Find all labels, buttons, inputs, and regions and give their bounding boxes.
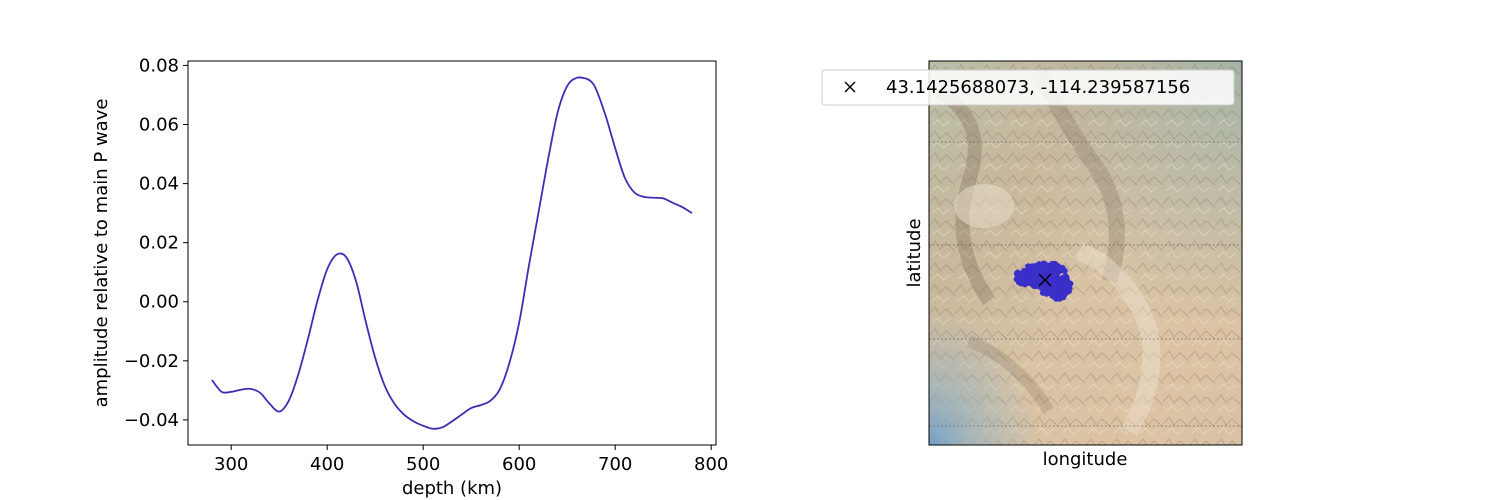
station-point bbox=[1032, 269, 1039, 276]
x-axis-ticks: 300 400 500 600 700 800 bbox=[214, 445, 728, 475]
depth-amplitude-chart: −0.04 −0.02 0.00 0.02 0.04 0.06 0.08 300 400 500… bbox=[124, 55, 729, 475]
station-point bbox=[1013, 270, 1020, 277]
station-point bbox=[1061, 274, 1068, 281]
legend-entry-label: 43.1425688073, -114.239587156 bbox=[886, 77, 1190, 98]
legend-box bbox=[821, 69, 1235, 106]
left-y-axis-label: amplitude relative to main P wave bbox=[91, 99, 112, 408]
station-point bbox=[1021, 281, 1028, 288]
y-tick-label: 0.08 bbox=[139, 55, 179, 76]
x-tick-label: 500 bbox=[406, 454, 440, 475]
station-point bbox=[1036, 261, 1043, 268]
station-point bbox=[1055, 293, 1062, 300]
y-tick-label: 0.04 bbox=[139, 174, 179, 195]
shaded-relief-basemap bbox=[929, 61, 1242, 445]
y-tick-label: 0.06 bbox=[139, 115, 179, 136]
x-tick-label: 800 bbox=[694, 454, 728, 475]
legend-x-marker-icon bbox=[844, 81, 856, 93]
y-axis-ticks: −0.04 −0.02 0.00 0.02 0.04 0.06 0.08 bbox=[124, 55, 188, 431]
station-point bbox=[1015, 276, 1022, 283]
marked-location-x bbox=[1038, 273, 1052, 287]
station-point-cluster bbox=[1013, 260, 1074, 302]
map-legend: 43.1425688073, -114.239587156 bbox=[821, 69, 1235, 106]
station-point bbox=[1050, 267, 1057, 274]
station-point bbox=[1026, 279, 1033, 286]
y-tick-label: −0.04 bbox=[124, 410, 179, 431]
map-y-axis-label: latitude bbox=[904, 218, 925, 287]
station-point bbox=[1021, 272, 1028, 279]
station-point bbox=[1031, 277, 1038, 284]
station-point bbox=[1063, 289, 1070, 296]
y-tick-label: 0.00 bbox=[139, 292, 179, 313]
station-point bbox=[1054, 269, 1061, 276]
station-point bbox=[1059, 265, 1066, 272]
y-tick-label: −0.02 bbox=[124, 351, 179, 372]
x-tick-label: 700 bbox=[598, 454, 632, 475]
station-point bbox=[1053, 281, 1060, 288]
x-tick-label: 300 bbox=[214, 454, 248, 475]
left-x-axis-label: depth (km) bbox=[402, 478, 502, 499]
map-x-axis-label: longitude bbox=[1043, 449, 1128, 470]
x-tick-label: 400 bbox=[310, 454, 344, 475]
station-point bbox=[1049, 261, 1056, 267]
y-tick-label: 0.02 bbox=[139, 233, 179, 254]
station-point bbox=[1031, 263, 1038, 270]
amplitude-series-line bbox=[211, 76, 693, 430]
station-point bbox=[1042, 283, 1049, 290]
station-point bbox=[1021, 267, 1028, 274]
map-frame bbox=[928, 60, 1243, 446]
location-map bbox=[928, 60, 1243, 446]
station-point bbox=[1053, 286, 1060, 293]
plot-area-frame bbox=[187, 60, 717, 446]
x-tick-label: 600 bbox=[502, 454, 536, 475]
